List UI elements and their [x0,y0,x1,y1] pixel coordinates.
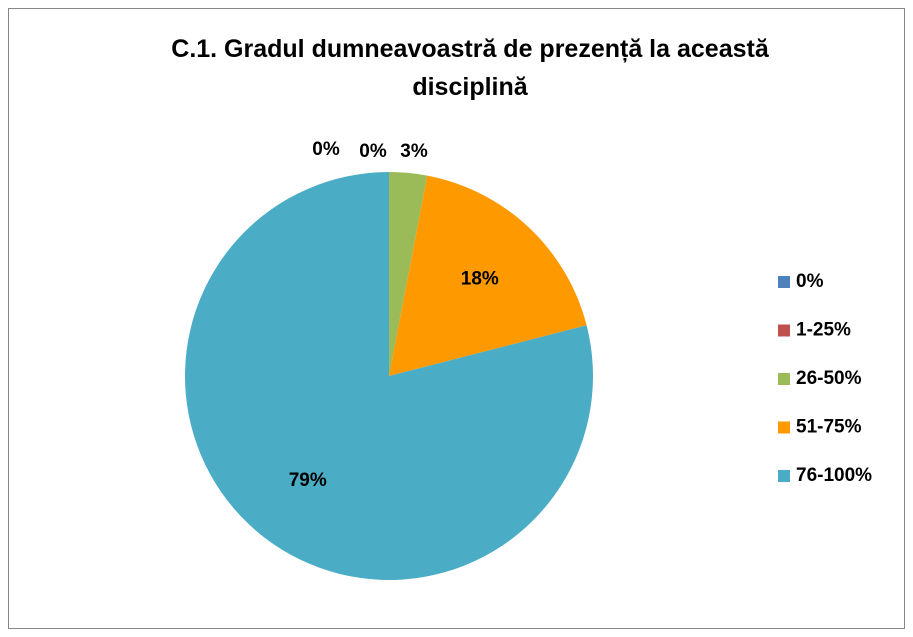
pie-slice [184,172,593,580]
data-label: 79% [289,470,327,491]
legend-swatch [778,276,790,288]
legend-swatch [778,324,790,337]
pie-slice [389,175,587,376]
data-label: 0% [312,139,340,160]
legend-swatch [778,470,790,482]
chart-title: C.1. Gradul dumneavoastră de prezență la… [171,35,769,101]
pie-slice [389,172,428,376]
legend-swatch [778,421,790,434]
legend-swatch [778,373,790,385]
legend-label: 26-50% [796,368,862,389]
data-label: 0% [359,141,387,162]
legend-label: 76-100% [796,465,872,486]
data-label: 18% [461,268,499,289]
legend-label: 1-25% [796,320,851,341]
legend-label: 51-75% [796,417,862,438]
data-label: 3% [400,141,428,162]
legend-label: 0% [796,271,824,292]
